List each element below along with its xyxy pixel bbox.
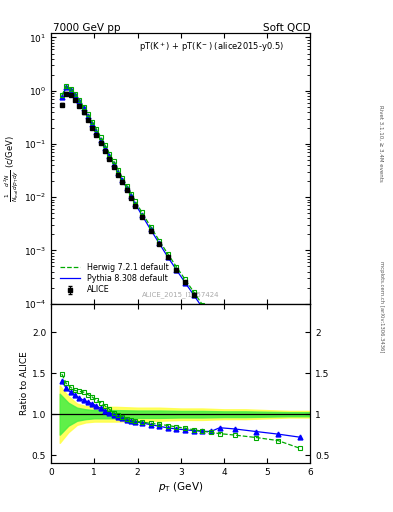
- Pythia 8.308 default: [73, 92, 77, 98]
- Herwig 7.2.1 default: [276, 393, 281, 399]
- Pythia 8.308 default: [107, 153, 112, 159]
- Y-axis label: Ratio to ALICE: Ratio to ALICE: [20, 352, 29, 415]
- Herwig 7.2.1 default: [124, 182, 129, 188]
- Herwig 7.2.1 default: [165, 251, 170, 257]
- Pythia 8.308 default: [120, 177, 125, 183]
- Pythia 8.308 default: [94, 129, 99, 135]
- Text: ALICE_2015_I1357424: ALICE_2015_I1357424: [142, 291, 220, 298]
- Herwig 7.2.1 default: [157, 238, 162, 244]
- Line: Pythia 8.308 default: Pythia 8.308 default: [62, 87, 300, 424]
- Pythia 8.308 default: [200, 305, 205, 311]
- Pythia 8.308 default: [81, 105, 86, 112]
- Pythia 8.308 default: [64, 84, 69, 90]
- Herwig 7.2.1 default: [174, 264, 179, 270]
- Pythia 8.308 default: [90, 121, 95, 127]
- Line: Herwig 7.2.1 default: Herwig 7.2.1 default: [62, 87, 300, 431]
- Herwig 7.2.1 default: [120, 175, 125, 181]
- Herwig 7.2.1 default: [64, 83, 69, 90]
- Herwig 7.2.1 default: [116, 166, 121, 173]
- Text: Soft QCD: Soft QCD: [263, 23, 310, 33]
- Pythia 8.308 default: [133, 201, 138, 207]
- Herwig 7.2.1 default: [103, 142, 108, 148]
- Herwig 7.2.1 default: [94, 126, 99, 132]
- Herwig 7.2.1 default: [90, 119, 95, 125]
- Pythia 8.308 default: [124, 185, 129, 191]
- Pythia 8.308 default: [254, 373, 259, 379]
- Pythia 8.308 default: [298, 421, 302, 427]
- Herwig 7.2.1 default: [86, 111, 90, 117]
- Herwig 7.2.1 default: [112, 158, 116, 164]
- Pythia 8.308 default: [68, 87, 73, 93]
- Pythia 8.308 default: [86, 113, 90, 119]
- Y-axis label: $\frac{1}{N_{\rm{inal}}}\frac{d^2N}{dp_{\rm{T}}dy}$ (c/GeV): $\frac{1}{N_{\rm{inal}}}\frac{d^2N}{dp_{…: [3, 135, 21, 202]
- Pythia 8.308 default: [129, 193, 133, 199]
- Pythia 8.308 default: [233, 348, 237, 354]
- Pythia 8.308 default: [276, 396, 281, 402]
- Herwig 7.2.1 default: [298, 428, 302, 434]
- Pythia 8.308 default: [183, 280, 187, 286]
- Pythia 8.308 default: [148, 226, 153, 232]
- Pythia 8.308 default: [140, 212, 144, 218]
- Herwig 7.2.1 default: [107, 151, 112, 157]
- Herwig 7.2.1 default: [200, 302, 205, 308]
- Herwig 7.2.1 default: [217, 326, 222, 332]
- Herwig 7.2.1 default: [129, 190, 133, 197]
- Herwig 7.2.1 default: [140, 209, 144, 216]
- Pythia 8.308 default: [217, 329, 222, 335]
- Herwig 7.2.1 default: [73, 91, 77, 97]
- Pythia 8.308 default: [60, 94, 64, 100]
- Legend: Herwig 7.2.1 default, Pythia 8.308 default, ALICE: Herwig 7.2.1 default, Pythia 8.308 defau…: [58, 260, 171, 297]
- Pythia 8.308 default: [174, 267, 179, 273]
- Herwig 7.2.1 default: [233, 345, 237, 351]
- Pythia 8.308 default: [77, 98, 82, 104]
- Pythia 8.308 default: [103, 144, 108, 151]
- Pythia 8.308 default: [165, 254, 170, 260]
- Text: mcplots.cern.ch [arXiv:1306.3436]: mcplots.cern.ch [arXiv:1306.3436]: [379, 262, 384, 353]
- Herwig 7.2.1 default: [133, 199, 138, 205]
- Herwig 7.2.1 default: [77, 97, 82, 103]
- Pythia 8.308 default: [112, 161, 116, 167]
- X-axis label: $p_{\rm T}$ (GeV): $p_{\rm T}$ (GeV): [158, 480, 204, 494]
- Pythia 8.308 default: [191, 292, 196, 298]
- Text: Rivet 3.1.10, ≥ 3.4M events: Rivet 3.1.10, ≥ 3.4M events: [379, 105, 384, 182]
- Herwig 7.2.1 default: [209, 314, 213, 320]
- Herwig 7.2.1 default: [254, 369, 259, 375]
- Pythia 8.308 default: [116, 169, 121, 176]
- Pythia 8.308 default: [98, 137, 103, 143]
- Text: 7000 GeV pp: 7000 GeV pp: [53, 23, 121, 33]
- Herwig 7.2.1 default: [183, 276, 187, 283]
- Pythia 8.308 default: [209, 317, 213, 323]
- Pythia 8.308 default: [157, 240, 162, 246]
- Herwig 7.2.1 default: [191, 289, 196, 295]
- Herwig 7.2.1 default: [148, 224, 153, 230]
- Herwig 7.2.1 default: [81, 103, 86, 110]
- Herwig 7.2.1 default: [68, 86, 73, 92]
- Herwig 7.2.1 default: [60, 92, 64, 98]
- Herwig 7.2.1 default: [98, 134, 103, 140]
- Text: pT(K$^+$) + pT(K$^-$) (alice2015-y0.5): pT(K$^+$) + pT(K$^-$) (alice2015-y0.5): [139, 40, 284, 54]
